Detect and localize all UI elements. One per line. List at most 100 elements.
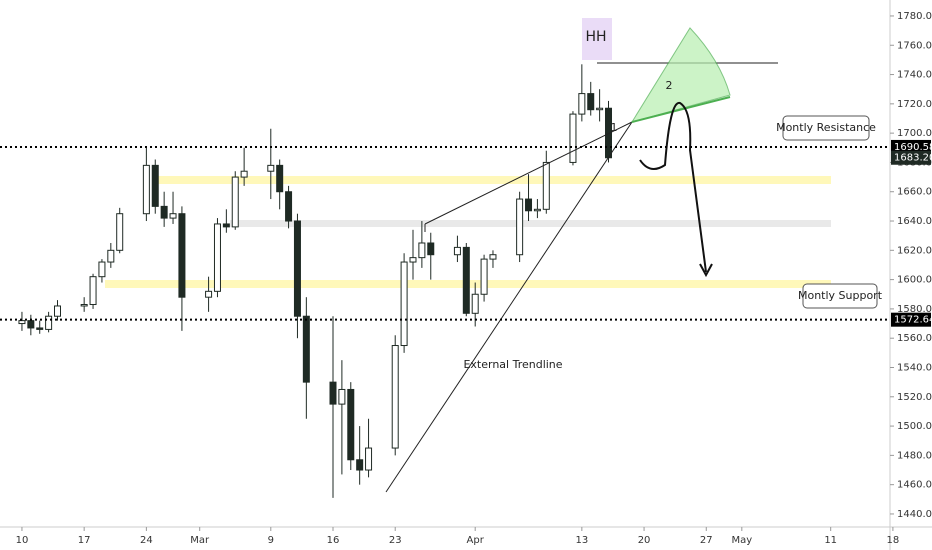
y-tick-label: 1560.00 bbox=[897, 333, 932, 344]
candle-body bbox=[347, 388, 355, 461]
callout-text: Montly Resistance bbox=[776, 121, 876, 134]
candle-body bbox=[462, 246, 470, 314]
channel-line bbox=[424, 121, 633, 225]
neutral-zone bbox=[230, 220, 831, 227]
y-tick-label: 1440.00 bbox=[897, 509, 932, 520]
price-label: 1690.58 bbox=[894, 142, 932, 153]
last-price-label: 1683.20 bbox=[894, 153, 932, 164]
hh-box bbox=[582, 18, 612, 60]
y-tick-label: 1720.00 bbox=[897, 99, 932, 110]
candle-body bbox=[578, 93, 586, 115]
candle-body bbox=[116, 213, 124, 251]
candle-body bbox=[569, 113, 577, 163]
resistance-zone bbox=[155, 176, 831, 184]
candle-body bbox=[400, 261, 408, 347]
y-tick-label: 1460.00 bbox=[897, 480, 932, 491]
callout-box bbox=[782, 115, 870, 141]
candle-body bbox=[533, 208, 541, 212]
external-trendline bbox=[385, 121, 633, 493]
candle-body bbox=[338, 388, 346, 405]
candle-body bbox=[302, 315, 310, 383]
x-tick-label: 23 bbox=[389, 535, 402, 546]
y-tick-label: 1600.00 bbox=[897, 275, 932, 286]
candle-body bbox=[45, 315, 53, 330]
callout-text: Montly Support bbox=[798, 289, 883, 302]
candle-body bbox=[231, 176, 239, 228]
candle-body bbox=[36, 327, 44, 330]
y-tick-label: 1640.00 bbox=[897, 216, 932, 227]
candle-body bbox=[142, 164, 150, 215]
price-label-box bbox=[891, 139, 931, 154]
y-tick-label: 1780.00 bbox=[897, 11, 932, 22]
candle-body bbox=[276, 164, 284, 193]
x-tick-label: 11 bbox=[824, 535, 837, 546]
x-tick-label: 20 bbox=[638, 535, 651, 546]
y-tick-label: 1580.00 bbox=[897, 304, 932, 315]
y-tick-label: 1740.00 bbox=[897, 70, 932, 81]
x-tick-label: 10 bbox=[16, 535, 29, 546]
candle-body bbox=[427, 242, 435, 256]
candle-body bbox=[267, 164, 275, 172]
candle-body bbox=[418, 242, 426, 259]
candle-body bbox=[391, 345, 399, 449]
candle-body bbox=[489, 254, 497, 260]
candle-body bbox=[587, 93, 595, 111]
callout-box bbox=[802, 283, 878, 309]
candle-body bbox=[54, 305, 62, 317]
candle-body bbox=[240, 170, 248, 178]
candle-body bbox=[453, 246, 461, 256]
candle-body bbox=[80, 304, 88, 307]
candle-body bbox=[293, 220, 301, 317]
x-tick-label: 13 bbox=[575, 535, 588, 546]
point-label: 2 bbox=[666, 79, 673, 92]
y-tick-label: 1540.00 bbox=[897, 362, 932, 373]
candle-body bbox=[151, 164, 159, 207]
y-tick-label: 1700.00 bbox=[897, 128, 932, 139]
candle-body bbox=[160, 205, 168, 219]
candle-body bbox=[107, 249, 115, 263]
candle-body bbox=[542, 161, 550, 210]
candle-body bbox=[329, 381, 337, 405]
x-tick-label: May bbox=[731, 535, 752, 546]
candle-body bbox=[178, 213, 186, 298]
candle-body bbox=[356, 459, 364, 471]
candle-body bbox=[18, 320, 26, 325]
candle-body bbox=[213, 223, 221, 292]
y-tick-label: 1480.00 bbox=[897, 450, 932, 461]
x-tick-label: 9 bbox=[268, 535, 274, 546]
x-tick-label: Mar bbox=[190, 535, 210, 546]
candle-body bbox=[285, 191, 293, 222]
candle-body bbox=[480, 258, 488, 295]
arrow-head bbox=[699, 263, 713, 278]
projection-path bbox=[639, 101, 707, 273]
point-label: 1 bbox=[611, 121, 618, 134]
hh-label: HH bbox=[585, 29, 606, 45]
fan-edge bbox=[631, 96, 731, 123]
x-tick-label: 18 bbox=[887, 535, 900, 546]
candle-body bbox=[205, 290, 213, 298]
last-price-box bbox=[891, 150, 931, 165]
y-tick-label: 1760.00 bbox=[897, 40, 932, 51]
candle-body bbox=[365, 447, 373, 471]
y-tick-label: 1520.00 bbox=[897, 392, 932, 403]
candle-body bbox=[27, 320, 35, 329]
candle-body bbox=[222, 223, 230, 228]
fan-zone bbox=[630, 27, 731, 123]
candle-body bbox=[89, 276, 97, 306]
candle-body bbox=[516, 198, 524, 256]
x-tick-label: 17 bbox=[78, 535, 91, 546]
y-tick-label: 1660.00 bbox=[897, 187, 932, 198]
trendline-label: External Trendline bbox=[463, 358, 562, 371]
y-tick-label: 1500.00 bbox=[897, 421, 932, 432]
x-tick-label: 16 bbox=[327, 535, 340, 546]
candle-body bbox=[409, 257, 417, 263]
price-label: 1572.64 bbox=[894, 315, 932, 326]
candle-body bbox=[471, 293, 479, 314]
y-tick-label: 1620.00 bbox=[897, 245, 932, 256]
candle-body bbox=[98, 261, 106, 278]
candle-body bbox=[596, 107, 604, 111]
candle-body bbox=[525, 198, 533, 212]
price-label-box bbox=[891, 312, 931, 327]
candle-body bbox=[169, 213, 177, 219]
